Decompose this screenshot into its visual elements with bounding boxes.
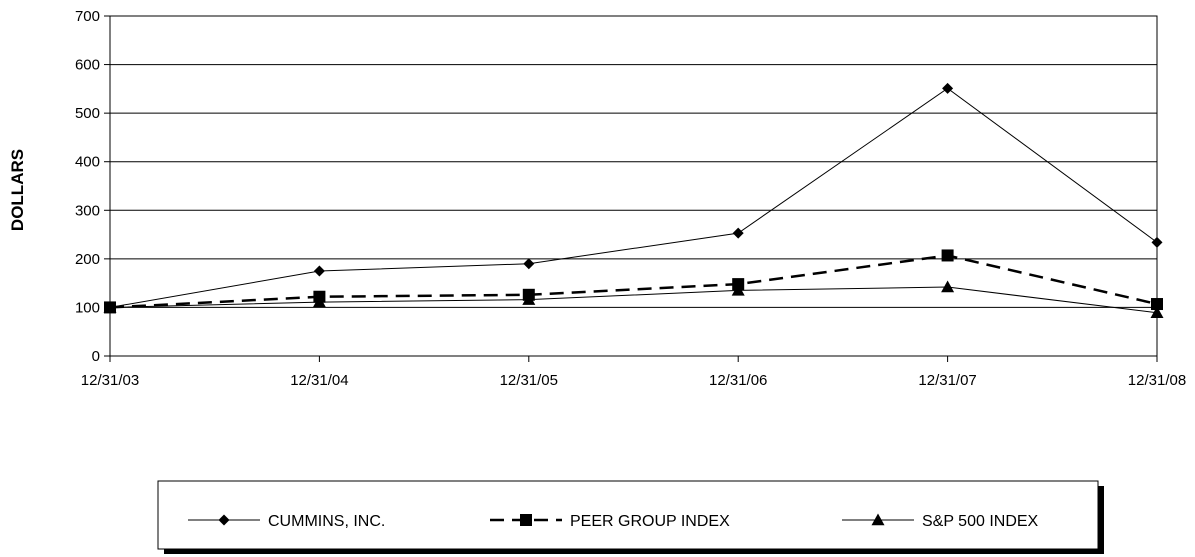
data-point bbox=[313, 265, 325, 277]
legend-swatch-marker bbox=[520, 514, 532, 526]
data-point bbox=[941, 280, 955, 293]
legend-label: PEER GROUP INDEX bbox=[570, 513, 730, 530]
legend-swatch-marker bbox=[871, 513, 885, 526]
data-point bbox=[522, 293, 536, 305]
data-point bbox=[731, 283, 745, 296]
legend-item: S&P 500 INDEX bbox=[842, 513, 1039, 530]
x-tick-label: 12/31/08 bbox=[1128, 372, 1186, 389]
data-point bbox=[942, 82, 954, 94]
series-group bbox=[103, 82, 1164, 318]
x-tick-label: 12/31/05 bbox=[500, 372, 558, 389]
y-tick-labels: 0 100 200 300 400 500 600 700 bbox=[75, 8, 100, 365]
y-tick-label: 700 bbox=[75, 8, 100, 25]
y-axis-label: DOLLARS bbox=[8, 149, 27, 231]
x-tick-label: 12/31/06 bbox=[709, 372, 767, 389]
legend-box bbox=[157, 480, 1099, 550]
data-point bbox=[1151, 298, 1163, 311]
axes bbox=[104, 15, 1158, 362]
legend-item: PEER GROUP INDEX bbox=[490, 513, 730, 530]
y-tick-label: 500 bbox=[75, 105, 100, 122]
x-tick-labels: 12/31/03 12/31/04 12/31/05 12/31/06 12/31/07… bbox=[81, 372, 1186, 389]
y-tick-label: 100 bbox=[75, 299, 100, 316]
series-line bbox=[109, 286, 1158, 314]
y-tick-label: 600 bbox=[75, 57, 100, 74]
data-point bbox=[312, 295, 326, 308]
plot-frame bbox=[109, 15, 1158, 357]
data-point bbox=[103, 300, 117, 313]
x-tick-label: 12/31/07 bbox=[918, 372, 976, 389]
legend-swatch-marker bbox=[218, 514, 230, 526]
x-tick-label: 12/31/03 bbox=[81, 372, 139, 389]
data-point bbox=[1151, 236, 1163, 248]
x-tick-label: 12/31/04 bbox=[290, 372, 348, 389]
series-triangle bbox=[103, 280, 1164, 318]
y-tick-label: 0 bbox=[92, 348, 100, 365]
legend: CUMMINS, INC. PEER GROUP INDEX S&P 500 IND… bbox=[157, 480, 1104, 554]
y-tick-label: 200 bbox=[75, 251, 100, 268]
y-tick-label: 300 bbox=[75, 202, 100, 219]
data-point bbox=[732, 227, 744, 239]
data-point bbox=[941, 249, 954, 262]
grid-lines bbox=[110, 64, 1157, 308]
data-point bbox=[1150, 306, 1164, 318]
legend-label: S&P 500 INDEX bbox=[922, 513, 1039, 530]
legend-label: CUMMINS, INC. bbox=[268, 513, 385, 530]
legend-item: CUMMINS, INC. bbox=[188, 513, 385, 530]
data-point bbox=[523, 258, 535, 270]
series-diamond bbox=[104, 82, 1163, 313]
y-tick-label: 400 bbox=[75, 154, 100, 171]
series-line bbox=[109, 254, 1158, 309]
series-line bbox=[109, 87, 1158, 308]
